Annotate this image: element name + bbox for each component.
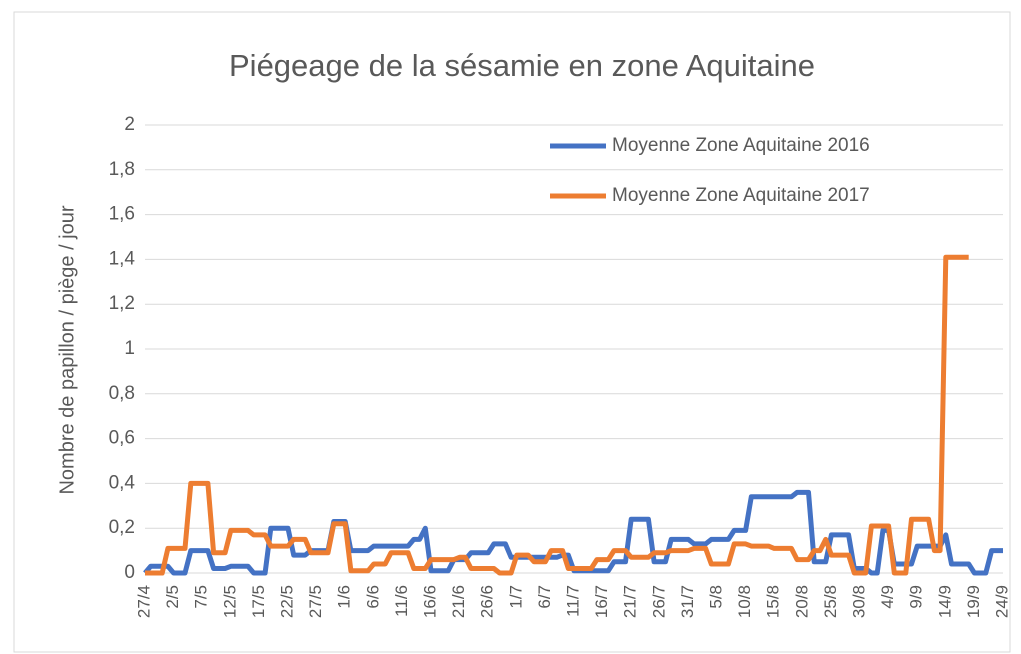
x-tick-label: 22/5 bbox=[277, 585, 296, 618]
x-tick-label: 6/7 bbox=[535, 585, 554, 609]
chart-border bbox=[13, 11, 1011, 653]
x-tick-label: 9/9 bbox=[907, 585, 926, 609]
x-tick-label: 14/9 bbox=[935, 585, 954, 618]
x-tick-label: 21/6 bbox=[449, 585, 468, 618]
x-tick-label: 1/7 bbox=[506, 585, 525, 609]
y-tick-label: 0,2 bbox=[109, 517, 135, 538]
line-series bbox=[145, 254, 969, 576]
y-tick-label: 1 bbox=[124, 338, 135, 359]
x-tick-label: 17/5 bbox=[249, 585, 268, 618]
y-tick-label: 0,4 bbox=[109, 472, 136, 493]
x-tick-label: 19/9 bbox=[964, 585, 983, 618]
x-tick-label: 2/5 bbox=[163, 585, 182, 609]
x-tick-label: 4/9 bbox=[878, 585, 897, 609]
y-tick-label: 1,8 bbox=[109, 159, 135, 180]
y-tick-label: 0 bbox=[124, 562, 135, 583]
chart-title: Piégeage de la sésamie en zone Aquitaine bbox=[229, 48, 815, 83]
y-tick-label: 0,6 bbox=[109, 428, 135, 449]
x-tick-label: 15/8 bbox=[764, 585, 783, 618]
x-tick-label: 16/6 bbox=[420, 585, 439, 618]
x-tick-label: 20/8 bbox=[792, 585, 811, 618]
y-tick-label: 0,8 bbox=[109, 383, 135, 404]
x-tick-label: 21/7 bbox=[621, 585, 640, 618]
legend-label: Moyenne Zone Aquitaine 2017 bbox=[612, 185, 870, 206]
x-tick-label: 1/6 bbox=[335, 585, 354, 609]
x-tick-label: 26/6 bbox=[478, 585, 497, 618]
x-tick-label: 16/7 bbox=[592, 585, 611, 618]
x-tick-label: 11/7 bbox=[563, 585, 582, 617]
x-tick-label: 11/6 bbox=[392, 585, 411, 617]
x-tick-label: 30/8 bbox=[849, 585, 868, 618]
y-tick-label: 1,4 bbox=[109, 248, 136, 269]
x-tick-label: 5/8 bbox=[706, 585, 725, 609]
x-tick-label: 10/8 bbox=[735, 585, 754, 618]
x-tick-label: 24/9 bbox=[992, 585, 1011, 618]
x-tick-label: 6/6 bbox=[363, 585, 382, 609]
x-tick-label: 7/5 bbox=[192, 585, 211, 609]
y-tick-label: 1,2 bbox=[109, 293, 135, 314]
y-axis-label: Nombre de papillon / piège / jour bbox=[56, 205, 78, 494]
y-tick-label: 1,6 bbox=[109, 204, 135, 225]
legend-label: Moyenne Zone Aquitaine 2016 bbox=[612, 135, 870, 156]
x-tick-label: 26/7 bbox=[649, 585, 668, 618]
x-tick-label: 25/8 bbox=[821, 585, 840, 618]
x-tick-label: 12/5 bbox=[220, 585, 239, 618]
y-tick-label: 2 bbox=[124, 114, 135, 135]
x-tick-label: 31/7 bbox=[678, 585, 697, 618]
x-tick-label: 27/4 bbox=[134, 585, 153, 618]
x-tick-label: 27/5 bbox=[306, 585, 325, 618]
